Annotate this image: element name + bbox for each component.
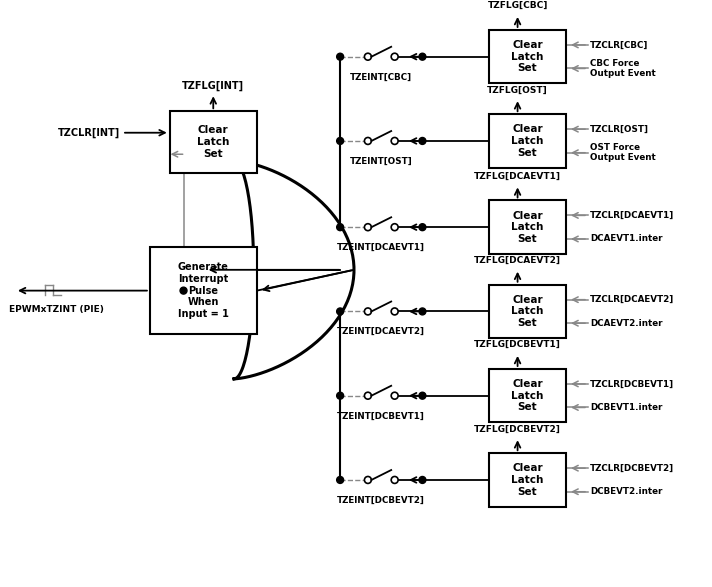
Text: TZFLG[DCBEVT2]: TZFLG[DCBEVT2]	[474, 424, 561, 433]
Circle shape	[180, 287, 187, 294]
Bar	[489, 369, 566, 423]
Text: TZFLG[DCAEVT1]: TZFLG[DCAEVT1]	[474, 171, 561, 181]
Text: TZEINT[DCBEVT2]: TZEINT[DCBEVT2]	[337, 496, 425, 505]
Circle shape	[365, 392, 372, 399]
Circle shape	[365, 308, 372, 315]
Text: CBC Force
Output Event: CBC Force Output Event	[590, 59, 656, 78]
Text: Clear
Latch
Set: Clear Latch Set	[511, 124, 544, 157]
Circle shape	[365, 477, 372, 484]
Circle shape	[337, 477, 344, 484]
Circle shape	[337, 53, 344, 60]
Text: TZFLG[CBC]: TZFLG[CBC]	[488, 1, 548, 10]
Text: TZFLG[INT]: TZFLG[INT]	[182, 81, 244, 92]
Bar	[489, 200, 566, 254]
Circle shape	[337, 392, 344, 399]
Text: TZFLG[DCAEVT2]: TZFLG[DCAEVT2]	[474, 256, 561, 265]
Text: DCBEVT1.inter: DCBEVT1.inter	[590, 403, 662, 412]
Text: TZFLG[OST]: TZFLG[OST]	[487, 85, 548, 95]
Circle shape	[337, 308, 344, 315]
Text: TZCLR[DCBEVT1]: TZCLR[DCBEVT1]	[590, 379, 674, 389]
Text: DCAEVT1.inter: DCAEVT1.inter	[590, 234, 662, 244]
Text: TZCLR[OST]: TZCLR[OST]	[590, 124, 649, 134]
Circle shape	[337, 137, 344, 144]
Text: Clear
Latch
Set: Clear Latch Set	[197, 126, 229, 158]
Circle shape	[391, 477, 398, 484]
Text: Clear
Latch
Set: Clear Latch Set	[511, 40, 544, 73]
Text: TZCLR[CBC]: TZCLR[CBC]	[590, 41, 649, 49]
Text: TZEINT[CBC]: TZEINT[CBC]	[350, 73, 412, 82]
Bar	[489, 453, 566, 507]
Circle shape	[391, 392, 398, 399]
Text: Clear
Latch
Set: Clear Latch Set	[511, 211, 544, 244]
Text: Clear
Latch
Set: Clear Latch Set	[511, 379, 544, 412]
Bar	[169, 111, 257, 173]
Text: OST Force
Output Event: OST Force Output Event	[590, 143, 656, 163]
Text: Generate
Interrupt
Pulse
When
Input = 1: Generate Interrupt Pulse When Input = 1	[178, 262, 229, 319]
Text: TZEINT[DCAEVT2]: TZEINT[DCAEVT2]	[337, 328, 425, 336]
Circle shape	[419, 224, 426, 231]
Text: EPWMxTZINT (PIE): EPWMxTZINT (PIE)	[9, 305, 104, 313]
Text: Clear
Latch
Set: Clear Latch Set	[511, 463, 544, 497]
Circle shape	[419, 308, 426, 315]
Text: TZEINT[DCBEVT1]: TZEINT[DCBEVT1]	[337, 411, 425, 420]
Circle shape	[419, 477, 426, 484]
Text: TZCLR[DCBEVT2]: TZCLR[DCBEVT2]	[590, 464, 674, 473]
Text: TZCLR[DCAEVT1]: TZCLR[DCAEVT1]	[590, 211, 674, 220]
Circle shape	[365, 224, 372, 231]
Circle shape	[419, 392, 426, 399]
Text: TZEINT[OST]: TZEINT[OST]	[350, 157, 413, 166]
Bar	[150, 247, 257, 334]
Circle shape	[419, 53, 426, 60]
Bar	[489, 114, 566, 168]
Circle shape	[365, 53, 372, 60]
Circle shape	[365, 137, 372, 144]
Circle shape	[391, 308, 398, 315]
Circle shape	[391, 53, 398, 60]
Bar	[489, 30, 566, 83]
Text: Clear
Latch
Set: Clear Latch Set	[511, 295, 544, 328]
Polygon shape	[234, 161, 354, 379]
Circle shape	[337, 224, 344, 231]
Circle shape	[391, 137, 398, 144]
Text: DCAEVT2.inter: DCAEVT2.inter	[590, 319, 662, 328]
Text: TZCLR[DCAEVT2]: TZCLR[DCAEVT2]	[590, 295, 674, 304]
Circle shape	[419, 137, 426, 144]
Bar	[489, 285, 566, 338]
Text: TZFLG[DCBEVT1]: TZFLG[DCBEVT1]	[474, 340, 561, 349]
Text: TZCLR[INT]: TZCLR[INT]	[58, 127, 120, 138]
Text: DCBEVT2.inter: DCBEVT2.inter	[590, 487, 662, 496]
Text: TZEINT[DCAEVT1]: TZEINT[DCAEVT1]	[337, 243, 425, 252]
Circle shape	[391, 224, 398, 231]
